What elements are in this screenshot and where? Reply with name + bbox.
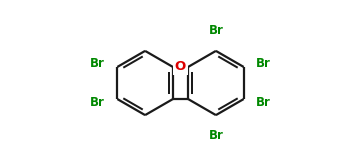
Text: Br: Br	[209, 24, 224, 37]
Text: O: O	[175, 60, 186, 73]
Text: Br: Br	[256, 57, 271, 70]
Text: Br: Br	[90, 57, 105, 70]
Text: Br: Br	[256, 96, 271, 109]
Text: Br: Br	[90, 96, 105, 109]
Text: Br: Br	[209, 129, 224, 142]
